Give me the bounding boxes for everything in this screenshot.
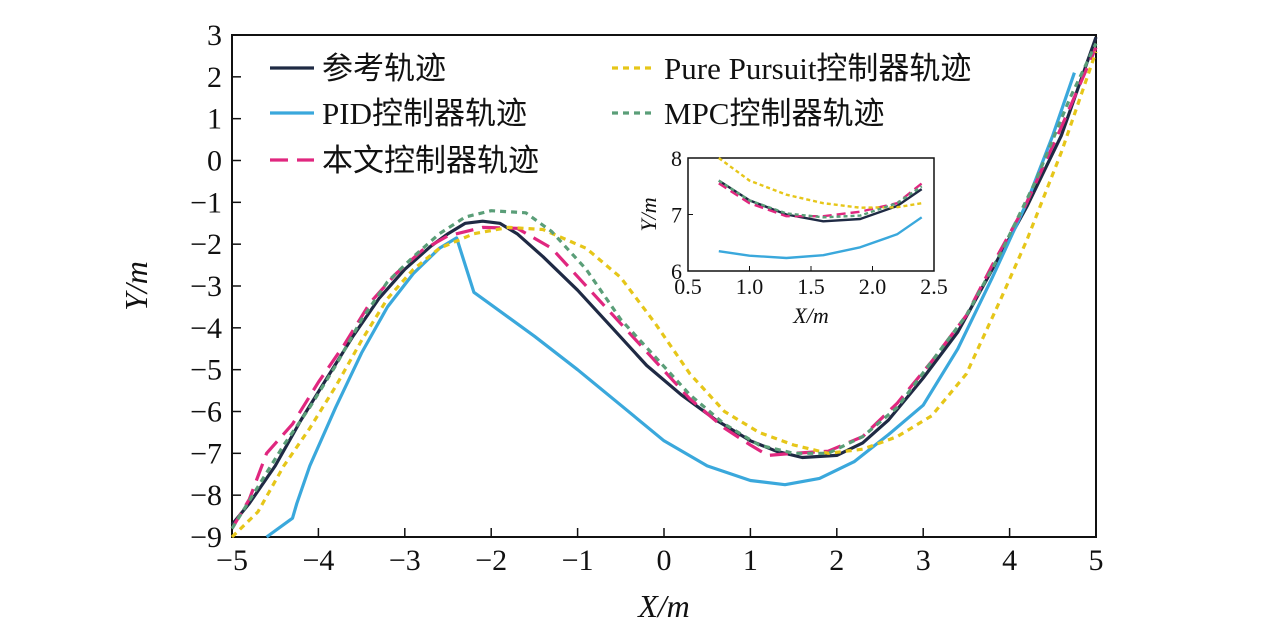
y-tick-label: 0 xyxy=(207,145,222,178)
x-tick-label: 3 xyxy=(916,544,931,577)
x-tick-label: 2 xyxy=(829,544,844,577)
x-tick-label: 4 xyxy=(1002,544,1017,577)
inset-y-tick-label: 7 xyxy=(671,203,682,228)
legend-label-4: Pure Pursuit控制器轨迹 xyxy=(664,51,971,86)
series-line-3 xyxy=(230,46,1098,530)
x-tick-label: 0 xyxy=(657,544,672,577)
series-line-4 xyxy=(230,51,1098,539)
inset-y-tick-label: 8 xyxy=(671,146,682,171)
inset-y-tick-label: 6 xyxy=(671,259,682,284)
y-tick-label: −5 xyxy=(190,354,222,387)
inset-x-tick-label: 2.5 xyxy=(920,274,948,299)
series-line-2 xyxy=(265,72,1076,539)
y-tick-label: 2 xyxy=(207,61,222,94)
main-series-group xyxy=(230,36,1098,539)
legend-label-3: 本文控制器轨迹 xyxy=(322,143,539,178)
y-tick-label: −6 xyxy=(190,396,222,429)
x-tick-label: 5 xyxy=(1089,544,1104,577)
y-axis-title: Y/m xyxy=(118,261,154,311)
x-tick-label: −1 xyxy=(562,544,594,577)
x-tick-label: −5 xyxy=(216,544,248,577)
inset-x-tick-label: 1.5 xyxy=(797,274,825,299)
legend-label-1: 参考轨迹 xyxy=(322,51,446,86)
y-tick-label: 1 xyxy=(207,103,222,136)
legend-label-5: MPC控制器轨迹 xyxy=(664,96,884,131)
y-tick-label: −8 xyxy=(190,479,222,512)
y-tick-label: −3 xyxy=(190,270,222,303)
main-axis-ticks: −5 −4 −3 −2 −1 0 1 2 3 4 5 3 2 1 0 −1 −2 −3 −4 −5 −6 −7 −8 −9 xyxy=(190,19,1103,577)
inset-axis-ticks: 0.5 1.0 1.5 2.0 2.5 8 7 6 xyxy=(671,146,948,299)
inset-x-tick-label: 1.0 xyxy=(736,274,764,299)
y-tick-label: −2 xyxy=(190,228,222,261)
y-tick-label: −7 xyxy=(190,437,222,470)
main-plot: −5 −4 −3 −2 −1 0 1 2 3 4 5 3 2 1 0 −1 −2 −3 −4 −5 −6 −7 −8 −9 X… xyxy=(118,19,1104,624)
inset-x-tick-label: 2.0 xyxy=(859,274,887,299)
x-tick-label: −4 xyxy=(302,544,334,577)
inset-x-axis-title: X/m xyxy=(792,303,828,328)
y-tick-label: −9 xyxy=(190,521,222,554)
y-tick-label: 3 xyxy=(207,19,222,52)
x-tick-label: 1 xyxy=(743,544,758,577)
x-tick-label: −2 xyxy=(475,544,507,577)
x-axis-title: X/m xyxy=(636,588,690,624)
inset-series-line-4 xyxy=(718,157,922,209)
y-tick-label: −4 xyxy=(190,312,222,345)
x-tick-label: −3 xyxy=(389,544,421,577)
legend-label-2: PID控制器轨迹 xyxy=(322,96,527,131)
series-line-5 xyxy=(230,42,1098,530)
inset-series-line-5 xyxy=(718,179,923,219)
inset-series-line-2 xyxy=(718,216,923,260)
inset-y-axis-title: Y/m xyxy=(636,197,661,231)
inset-series-group xyxy=(718,157,923,260)
inset-plot-background xyxy=(688,158,934,271)
inset-plot: 0.5 1.0 1.5 2.0 2.5 8 7 6 X/m Y/m xyxy=(636,146,948,328)
inset-x-tick-label: 0.5 xyxy=(674,274,702,299)
y-tick-label: −1 xyxy=(190,186,222,219)
